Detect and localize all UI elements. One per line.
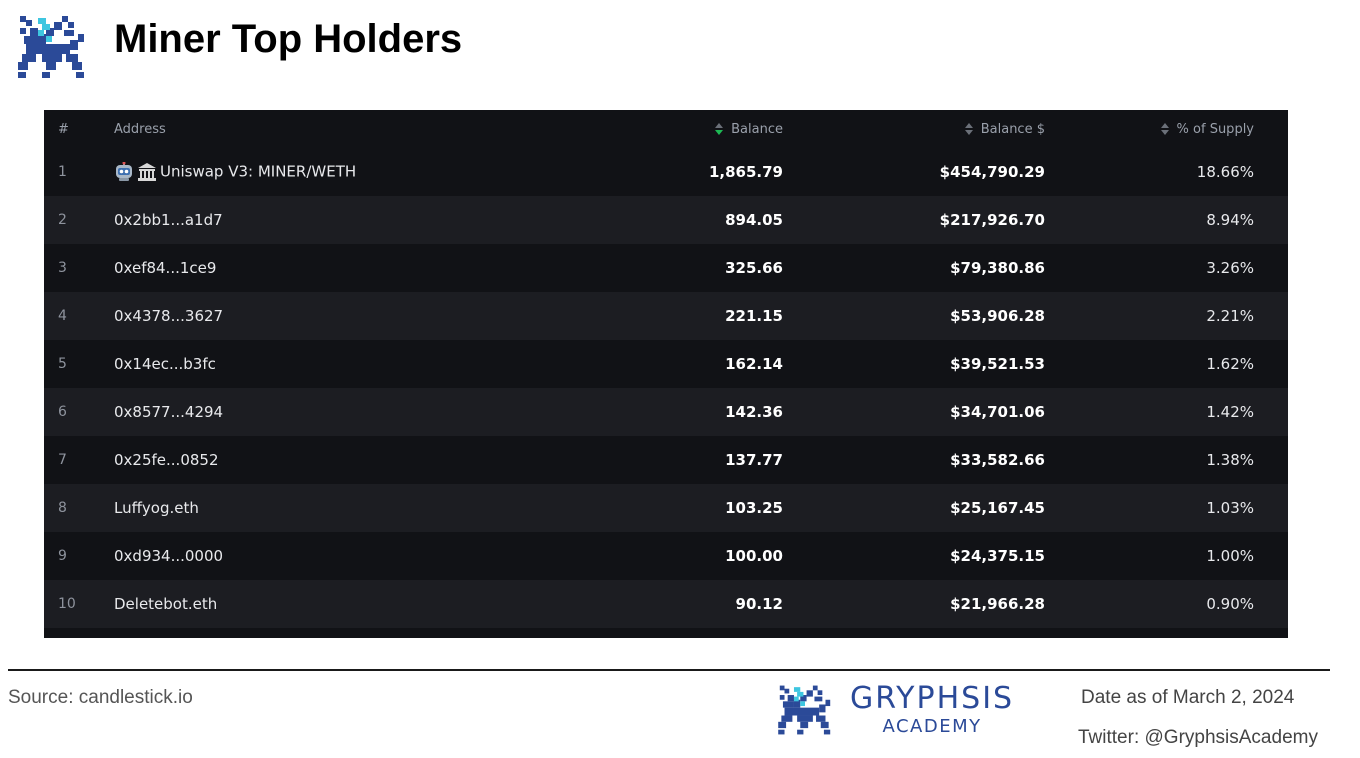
row-address[interactable]: 0xd934...0000 (114, 547, 224, 565)
table-row[interactable]: 5 0x14ec...b3fc 162.14 $39,521.53 1.62% (44, 340, 1288, 388)
row-balance-usd: $53,906.28 (950, 307, 1045, 325)
row-address[interactable]: 0x2bb1...a1d7 (114, 211, 223, 229)
row-rank: 4 (58, 308, 67, 324)
row-balance: 100.00 (725, 547, 783, 565)
gryphon-logo-icon (778, 685, 831, 735)
column-header-balance[interactable]: Balance (514, 110, 783, 148)
row-address[interactable]: 0x4378...3627 (114, 307, 224, 325)
row-address[interactable]: Uniswap V3: MINER/WETH (114, 148, 514, 196)
page-title: Miner Top Holders (114, 16, 463, 61)
brand-name: GRYPHSIS (850, 681, 1015, 716)
row-balance: 103.25 (725, 499, 783, 517)
row-balance: 142.36 (725, 403, 783, 421)
table-row[interactable]: 2 0x2bb1...a1d7 894.05 $217,926.70 8.94% (44, 196, 1288, 244)
table-row[interactable]: 4 0x4378...3627 221.15 $53,906.28 2.21% (44, 292, 1288, 340)
row-address[interactable]: 0xef84...1ce9 (114, 259, 217, 277)
twitter-handle: Twitter: @GryphsisAcademy (1078, 727, 1318, 748)
source-note: Source: candlestick.io (8, 687, 193, 708)
row-rank: 7 (58, 452, 67, 468)
row-supply-pct: 1.62% (1206, 355, 1254, 373)
row-balance: 162.14 (725, 355, 783, 373)
table-row[interactable]: 1 (44, 148, 1288, 196)
brand-subtitle: ACADEMY (882, 716, 982, 737)
row-rank: 2 (58, 212, 67, 228)
row-supply-pct: 8.94% (1206, 211, 1254, 229)
table-row[interactable]: 6 0x8577...4294 142.36 $34,701.06 1.42% (44, 388, 1288, 436)
table-row[interactable]: 9 0xd934...0000 100.00 $24,375.15 1.00% (44, 532, 1288, 580)
row-address-label: Uniswap V3: MINER/WETH (160, 162, 357, 181)
table-row[interactable]: 10 Deletebot.eth 90.12 $21,966.28 0.90% (44, 580, 1288, 628)
row-rank: 5 (58, 356, 67, 372)
row-supply-pct: 1.38% (1206, 451, 1254, 469)
page-header: Miner Top Holders (16, 14, 462, 80)
table-row[interactable]: 7 0x25fe...0852 137.77 $33,582.66 1.38% (44, 436, 1288, 484)
row-supply-pct: 1.03% (1206, 499, 1254, 517)
row-balance: 221.15 (725, 307, 783, 325)
row-balance: 90.12 (735, 595, 783, 613)
row-balance-usd: $33,582.66 (950, 451, 1045, 469)
row-supply-pct: 3.26% (1206, 259, 1254, 277)
sort-icon (1160, 123, 1169, 135)
row-balance-usd: $24,375.15 (950, 547, 1045, 565)
row-balance: 894.05 (725, 211, 783, 229)
row-balance-usd: $25,167.45 (950, 499, 1045, 517)
row-supply-pct: 0.90% (1206, 595, 1254, 613)
row-balance-usd: $21,966.28 (950, 595, 1045, 613)
row-balance-usd: $217,926.70 (939, 211, 1045, 229)
row-rank: 6 (58, 404, 67, 420)
holders-table: # Address Balance Balance $ (44, 110, 1288, 638)
row-rank: 10 (58, 596, 76, 612)
row-address[interactable]: 0x25fe...0852 (114, 451, 219, 469)
row-balance: 1,865.79 (708, 163, 783, 181)
sort-active-icon (715, 123, 724, 135)
column-header-supply-pct-label: % of Supply (1176, 121, 1254, 137)
row-supply-pct: 1.00% (1206, 547, 1254, 565)
column-header-rank: # (58, 121, 69, 137)
row-balance-usd: $454,790.29 (939, 163, 1045, 181)
table-header-row: # Address Balance Balance $ (44, 110, 1288, 148)
row-supply-pct: 2.21% (1206, 307, 1254, 325)
sort-icon (964, 123, 973, 135)
row-rank: 8 (58, 500, 67, 516)
row-address[interactable]: Luffyog.eth (114, 499, 199, 517)
row-balance-usd: $79,380.86 (950, 259, 1045, 277)
row-rank: 9 (58, 548, 67, 564)
footer-divider (8, 669, 1330, 671)
row-supply-pct: 1.42% (1206, 403, 1254, 421)
table-row[interactable]: 3 0xef84...1ce9 325.66 $79,380.86 3.26% (44, 244, 1288, 292)
column-header-address: Address (114, 121, 166, 137)
gryphon-logo-icon (16, 14, 88, 80)
bank-icon (138, 163, 156, 181)
robot-icon (116, 162, 132, 181)
row-balance-usd: $39,521.53 (950, 355, 1045, 373)
column-header-balance-usd-label: Balance $ (980, 121, 1045, 137)
footer-brand: GRYPHSIS ACADEMY (776, 684, 1014, 736)
row-balance-usd: $34,701.06 (950, 403, 1045, 421)
date-note: Date as of March 2, 2024 (1081, 687, 1295, 708)
table-row[interactable]: 8 Luffyog.eth 103.25 $25,167.45 1.03% (44, 484, 1288, 532)
column-header-supply-pct[interactable]: % of Supply (1045, 110, 1254, 148)
row-address[interactable]: Deletebot.eth (114, 595, 218, 613)
row-rank: 1 (58, 164, 67, 180)
row-rank: 3 (58, 260, 67, 276)
row-address[interactable]: 0x14ec...b3fc (114, 355, 216, 373)
row-balance: 325.66 (725, 259, 783, 277)
row-supply-pct: 18.66% (1196, 163, 1254, 181)
column-header-balance-usd[interactable]: Balance $ (783, 110, 1045, 148)
row-balance: 137.77 (725, 451, 783, 469)
row-address[interactable]: 0x8577...4294 (114, 403, 224, 421)
column-header-balance-label: Balance (731, 121, 783, 137)
